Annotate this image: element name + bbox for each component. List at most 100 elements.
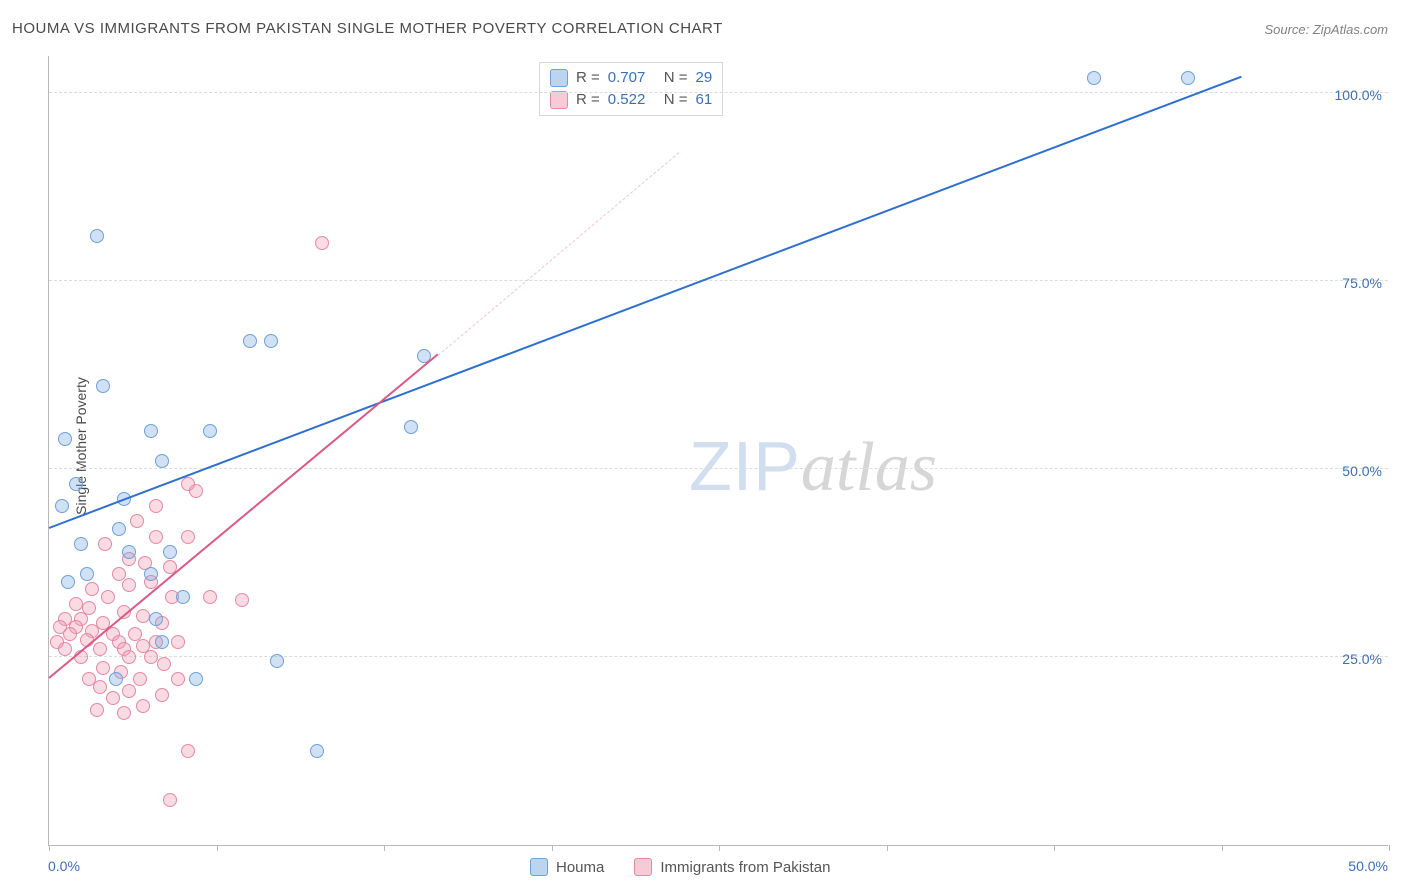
plot-area: ZIPatlas R =0.707N =29R =0.522N =61 25.0… xyxy=(48,56,1388,846)
trend-line xyxy=(437,152,679,356)
data-point-houma xyxy=(61,575,75,589)
data-point-houma xyxy=(189,672,203,686)
data-point-pakistan xyxy=(90,703,104,717)
x-tick-label: 50.0% xyxy=(1348,858,1388,874)
data-point-houma xyxy=(163,545,177,559)
data-point-houma xyxy=(1087,71,1101,85)
data-point-pakistan xyxy=(155,688,169,702)
data-point-pakistan xyxy=(130,514,144,528)
data-point-houma xyxy=(74,537,88,551)
data-point-pakistan xyxy=(171,635,185,649)
data-point-pakistan xyxy=(122,650,136,664)
data-point-pakistan xyxy=(112,567,126,581)
data-point-pakistan xyxy=(122,578,136,592)
watermark-zip: ZIP xyxy=(689,427,801,505)
data-point-pakistan xyxy=(133,672,147,686)
legend-swatch xyxy=(530,858,548,876)
legend-item: Houma xyxy=(530,858,604,876)
legend-correlation: R =0.707N =29R =0.522N =61 xyxy=(539,62,723,116)
data-point-houma xyxy=(270,654,284,668)
legend-swatch xyxy=(634,858,652,876)
x-tick xyxy=(552,845,553,851)
data-point-pakistan xyxy=(101,590,115,604)
data-point-pakistan xyxy=(181,744,195,758)
data-point-pakistan xyxy=(235,593,249,607)
data-point-houma xyxy=(1181,71,1195,85)
x-tick xyxy=(1054,845,1055,851)
legend-swatch xyxy=(550,91,568,109)
data-point-pakistan xyxy=(58,642,72,656)
legend-n-label: N = xyxy=(664,67,688,89)
data-point-pakistan xyxy=(181,530,195,544)
data-point-pakistan xyxy=(69,597,83,611)
y-tick-label: 25.0% xyxy=(1342,651,1382,667)
data-point-pakistan xyxy=(189,484,203,498)
data-point-pakistan xyxy=(149,530,163,544)
data-point-pakistan xyxy=(96,661,110,675)
data-point-pakistan xyxy=(63,627,77,641)
data-point-houma xyxy=(144,424,158,438)
data-point-houma xyxy=(310,744,324,758)
legend-label: Houma xyxy=(556,859,604,876)
data-point-houma xyxy=(264,334,278,348)
chart-title: HOUMA VS IMMIGRANTS FROM PAKISTAN SINGLE… xyxy=(12,20,723,37)
legend-r-label: R = xyxy=(576,67,600,89)
y-tick-label: 50.0% xyxy=(1342,463,1382,479)
data-point-pakistan xyxy=(93,642,107,656)
data-point-houma xyxy=(90,229,104,243)
chart-container: HOUMA VS IMMIGRANTS FROM PAKISTAN SINGLE… xyxy=(0,0,1406,892)
data-point-pakistan xyxy=(203,590,217,604)
data-point-houma xyxy=(149,612,163,626)
data-point-pakistan xyxy=(117,706,131,720)
data-point-houma xyxy=(176,590,190,604)
x-tick xyxy=(719,845,720,851)
data-point-houma xyxy=(404,420,418,434)
data-point-houma xyxy=(109,672,123,686)
data-point-pakistan xyxy=(157,657,171,671)
data-point-houma xyxy=(55,499,69,513)
data-point-pakistan xyxy=(136,699,150,713)
data-point-houma xyxy=(155,635,169,649)
trend-line xyxy=(49,76,1242,529)
legend-n-value: 29 xyxy=(696,67,713,89)
x-tick-label: 0.0% xyxy=(48,858,80,874)
data-point-houma xyxy=(80,567,94,581)
data-point-houma xyxy=(243,334,257,348)
x-tick xyxy=(49,845,50,851)
data-point-pakistan xyxy=(315,236,329,250)
data-point-houma xyxy=(122,545,136,559)
trend-line xyxy=(48,354,438,679)
x-tick xyxy=(217,845,218,851)
source-label: Source: ZipAtlas.com xyxy=(1264,22,1388,37)
y-tick-label: 75.0% xyxy=(1342,275,1382,291)
data-point-pakistan xyxy=(122,684,136,698)
data-point-pakistan xyxy=(171,672,185,686)
legend-label: Immigrants from Pakistan xyxy=(660,859,830,876)
data-point-houma xyxy=(155,454,169,468)
legend-swatch xyxy=(550,69,568,87)
legend-series: Houma Immigrants from Pakistan xyxy=(530,858,830,876)
gridline xyxy=(49,280,1388,281)
data-point-pakistan xyxy=(144,650,158,664)
gridline xyxy=(49,92,1388,93)
data-point-pakistan xyxy=(106,691,120,705)
data-point-pakistan xyxy=(93,680,107,694)
data-point-houma xyxy=(69,477,83,491)
legend-r-value: 0.707 xyxy=(608,67,656,89)
legend-row: R = 0.707 N = 29 xyxy=(550,67,712,89)
data-point-pakistan xyxy=(149,499,163,513)
data-point-pakistan xyxy=(98,537,112,551)
data-point-houma xyxy=(112,522,126,536)
x-tick xyxy=(1389,845,1390,851)
data-point-pakistan xyxy=(136,609,150,623)
y-tick-label: 100.0% xyxy=(1335,87,1382,103)
data-point-houma xyxy=(96,379,110,393)
x-tick xyxy=(384,845,385,851)
x-tick xyxy=(887,845,888,851)
data-point-houma xyxy=(144,567,158,581)
legend-item: Immigrants from Pakistan xyxy=(634,858,830,876)
data-point-houma xyxy=(203,424,217,438)
x-tick xyxy=(1222,845,1223,851)
gridline xyxy=(49,468,1388,469)
data-point-pakistan xyxy=(163,793,177,807)
